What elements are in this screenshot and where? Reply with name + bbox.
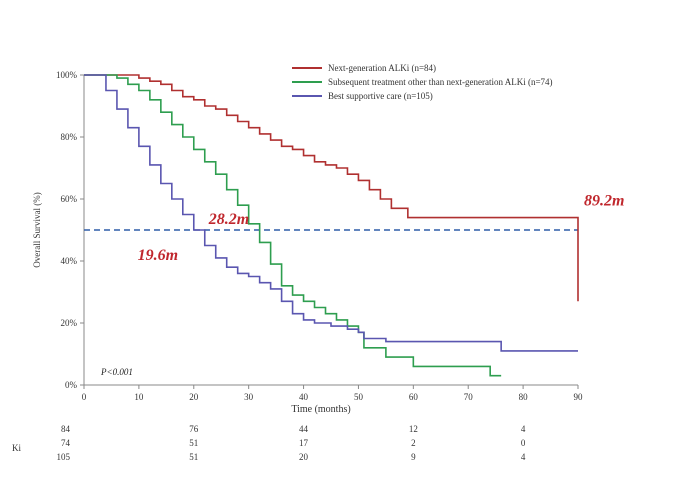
legend-label-2: Subsequent treatment other than next-gen… [328, 77, 553, 87]
risk-cell: 20 [299, 452, 309, 462]
median-annotation: 28.2m [208, 211, 249, 228]
y-tick-label: 0% [65, 380, 78, 390]
risk-cell: 51 [189, 452, 198, 462]
series-line-1 [84, 74, 579, 302]
median-annotation: 19.6m [138, 247, 178, 264]
series-layer [84, 74, 579, 377]
risk-cell: 76 [189, 424, 199, 434]
risk-cell: 4 [521, 452, 526, 462]
legend: Next-generation ALKi (n=84) Subsequent tr… [292, 63, 553, 101]
series-line-3 [84, 74, 578, 352]
x-tick-label: 40 [299, 392, 309, 402]
y-tick-label: 60% [61, 194, 78, 204]
x-tick-label: 80 [519, 392, 529, 402]
risk-table-label: Ki [12, 443, 21, 453]
chart-axes: 0% 20% 40% 60% 80% 100% 0 10 20 30 40 50 60 70 80 90 Tim… [32, 70, 583, 415]
x-tick-label: 60 [409, 392, 419, 402]
y-tick-label: 40% [61, 256, 78, 266]
risk-cell: 84 [61, 424, 71, 434]
legend-label-1: Next-generation ALKi (n=84) [328, 63, 436, 73]
legend-label-3: Best supportive care (n=105) [328, 91, 433, 101]
x-tick-label: 10 [134, 392, 144, 402]
annotation-layer: 89.2m 28.2m 19.6m P<0.001 [100, 193, 624, 377]
series-line-2 [84, 74, 502, 377]
risk-cell: 4 [521, 424, 526, 434]
x-tick-label: 50 [354, 392, 364, 402]
x-axis-title: Time (months) [291, 404, 350, 415]
x-tick-label: 30 [244, 392, 254, 402]
x-tick-label: 90 [574, 392, 584, 402]
risk-cell: 17 [299, 438, 309, 448]
risk-cell: 74 [61, 438, 71, 448]
x-tick-label: 0 [82, 392, 87, 402]
y-tick-label: 100% [56, 70, 78, 80]
x-tick-label: 20 [189, 392, 199, 402]
risk-cell: 12 [409, 424, 418, 434]
risk-cell: 51 [189, 438, 198, 448]
risk-cell: 9 [411, 452, 416, 462]
median-annotation: 89.2m [584, 193, 624, 210]
p-value-label: P<0.001 [100, 367, 133, 377]
risk-cell: 2 [411, 438, 416, 448]
x-tick-label: 70 [464, 392, 474, 402]
risk-cell: 44 [299, 424, 309, 434]
risk-cell: 0 [521, 438, 526, 448]
risk-cell: 105 [57, 452, 71, 462]
y-axis-title: Overall Survival (%) [32, 192, 42, 267]
y-tick-label: 80% [61, 132, 78, 142]
y-tick-label: 20% [61, 318, 78, 328]
